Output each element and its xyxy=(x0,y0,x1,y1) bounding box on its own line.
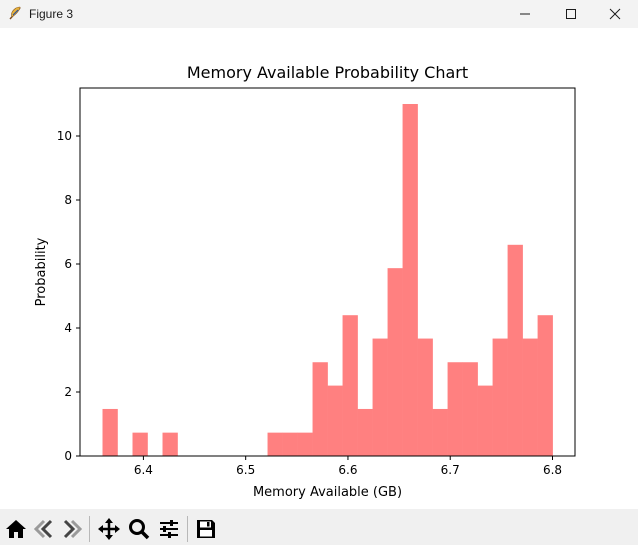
figure-canvas[interactable]: 6.4 6.5 6.6 6.7 6.8 0 2 4 6 8 10 Memory Available… xyxy=(0,28,638,509)
histogram-bar xyxy=(267,432,283,456)
window-title: Figure 3 xyxy=(29,7,74,21)
y-tick-label: 6 xyxy=(64,257,72,271)
window-titlebar: Figure 3 xyxy=(0,0,638,28)
histogram-bar xyxy=(387,268,403,456)
y-axis-label: Probability xyxy=(34,237,49,306)
x-axis-label: Memory Available (GB) xyxy=(253,485,402,500)
histogram-bar xyxy=(507,244,523,456)
home-button[interactable] xyxy=(4,517,28,541)
histogram-bar xyxy=(492,338,508,456)
forward-button[interactable] xyxy=(60,517,84,541)
x-tick-label: 6.4 xyxy=(134,463,153,477)
x-tick-label: 6.5 xyxy=(236,463,255,477)
maximize-button[interactable] xyxy=(548,0,594,28)
histogram-bar xyxy=(357,408,373,456)
histogram-bar xyxy=(102,408,118,456)
maximize-icon xyxy=(566,9,576,19)
home-icon xyxy=(6,520,26,538)
y-tick-label: 8 xyxy=(64,193,72,207)
zoom-icon xyxy=(129,519,150,540)
x-tick-label: 6.8 xyxy=(543,463,562,477)
bar-group xyxy=(102,104,553,456)
histogram-bar xyxy=(342,315,358,456)
x-tick-label: 6.6 xyxy=(338,463,357,477)
pan-icon xyxy=(98,518,120,540)
histogram-chart: 6.4 6.5 6.6 6.7 6.8 0 2 4 6 8 10 Memory Available… xyxy=(34,63,576,500)
back-arrow-icon xyxy=(33,519,53,539)
y-tick-label: 0 xyxy=(64,449,72,463)
x-tick-group: 6.4 6.5 6.6 6.7 6.8 xyxy=(134,456,562,477)
app-feather-icon xyxy=(9,6,21,20)
histogram-bar xyxy=(297,432,313,456)
zoom-button[interactable] xyxy=(127,517,151,541)
histogram-bar xyxy=(312,362,328,456)
x-tick-label: 6.7 xyxy=(441,463,460,477)
histogram-bar xyxy=(447,362,463,456)
histogram-bar xyxy=(537,315,553,456)
histogram-bar xyxy=(402,104,418,456)
save-icon xyxy=(197,520,215,538)
y-tick-group: 0 2 4 6 8 10 xyxy=(57,129,80,463)
chart-title: Memory Available Probability Chart xyxy=(187,63,468,82)
close-icon xyxy=(609,8,621,20)
navigation-toolbar xyxy=(0,509,638,545)
histogram-bar xyxy=(372,338,388,456)
y-tick-label: 4 xyxy=(64,321,72,335)
histogram-bar xyxy=(462,362,478,456)
configure-subplots-icon xyxy=(160,520,178,538)
pan-button[interactable] xyxy=(97,517,121,541)
histogram-bar xyxy=(282,432,298,456)
histogram-bar xyxy=(162,432,178,456)
histogram-bar xyxy=(432,408,448,456)
histogram-bar xyxy=(477,385,493,456)
configure-subplots-button[interactable] xyxy=(157,517,181,541)
toolbar-separator xyxy=(89,516,90,542)
y-tick-label: 2 xyxy=(64,385,72,399)
histogram-bar xyxy=(327,385,343,456)
histogram-bar xyxy=(417,338,433,456)
histogram-bar xyxy=(522,338,538,456)
save-button[interactable] xyxy=(194,517,218,541)
toolbar-separator xyxy=(187,516,188,542)
back-button[interactable] xyxy=(32,517,56,541)
minimize-icon xyxy=(520,13,530,15)
forward-arrow-icon xyxy=(63,519,83,539)
minimize-button[interactable] xyxy=(502,0,548,28)
axes-frame xyxy=(79,87,576,457)
histogram-bar xyxy=(132,432,148,456)
y-tick-label: 10 xyxy=(57,129,72,143)
close-button[interactable] xyxy=(592,0,638,28)
